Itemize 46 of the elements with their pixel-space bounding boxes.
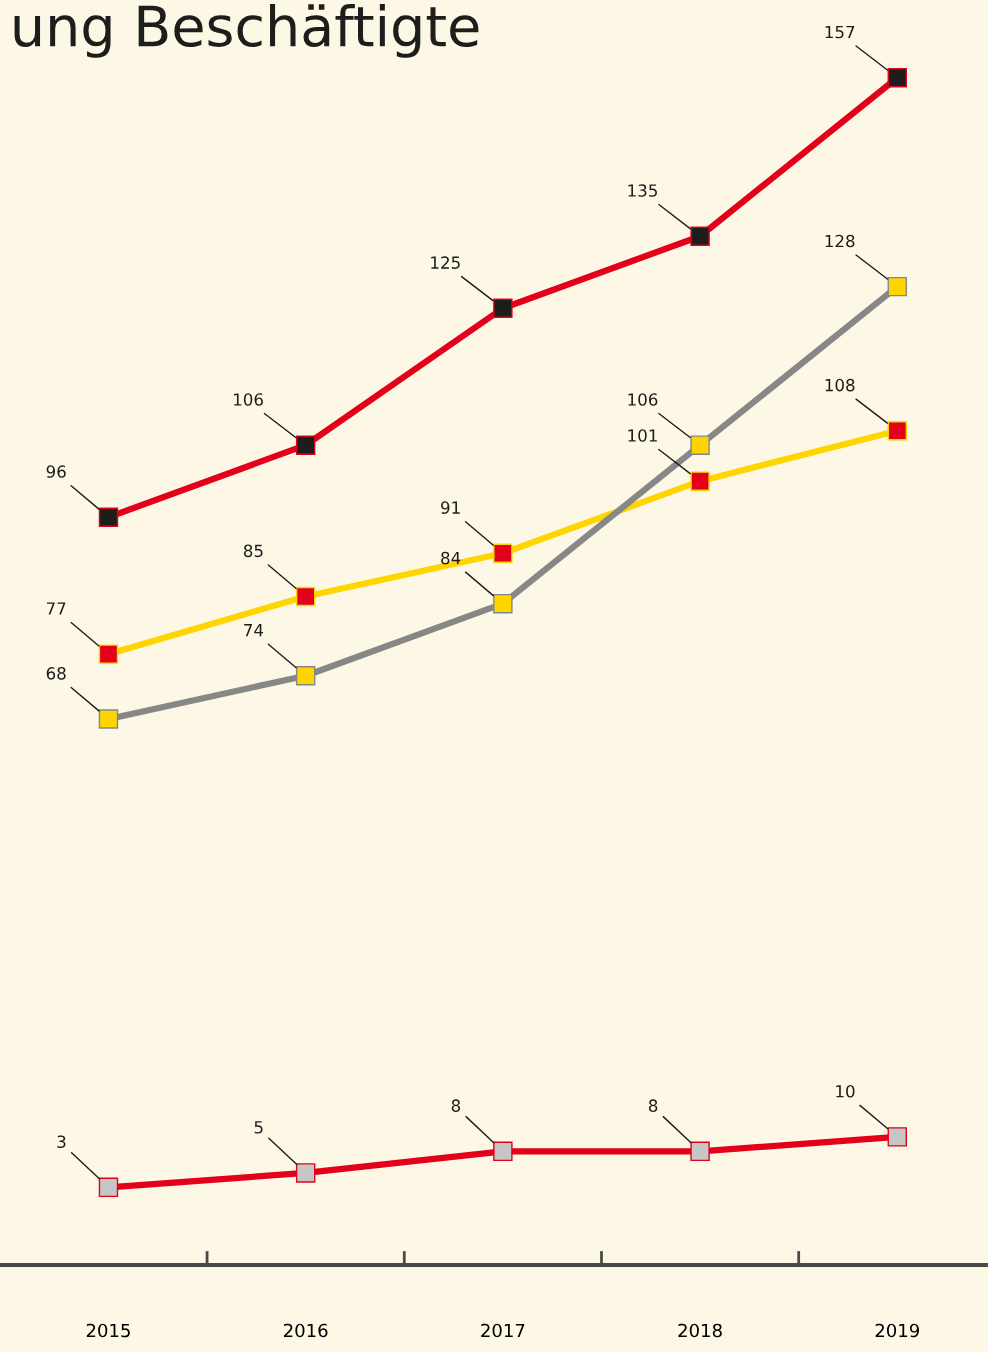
x-tick-label: 2016 <box>284 1323 328 1338</box>
point <box>295 435 316 455</box>
data-label: 91 <box>441 501 460 514</box>
data-label: 84 <box>441 551 461 565</box>
x-tick-label: 2015 <box>86 1323 130 1338</box>
x-tick-label: 2018 <box>678 1323 722 1338</box>
point <box>887 67 908 88</box>
data-label: 101 <box>628 429 657 442</box>
data-label: 68 <box>46 667 66 680</box>
point <box>295 586 316 607</box>
data-label: 128 <box>825 234 855 248</box>
point <box>295 1163 316 1183</box>
data-label: 8 <box>648 1099 658 1112</box>
point <box>98 709 119 729</box>
point <box>887 276 908 297</box>
point <box>887 1127 908 1147</box>
point <box>493 1141 513 1162</box>
x-tick-label: 2019 <box>875 1323 919 1338</box>
data-label: 8 <box>451 1099 461 1112</box>
point <box>690 471 710 491</box>
point <box>690 1141 710 1162</box>
chart-title: ung Beschäftigte <box>14 4 479 58</box>
data-label: 85 <box>243 544 263 558</box>
point <box>98 644 119 664</box>
data-label: 135 <box>628 184 657 197</box>
data-label: 106 <box>234 393 263 406</box>
point <box>887 421 908 441</box>
data-label: 5 <box>254 1121 263 1134</box>
data-label: 157 <box>825 25 855 39</box>
point <box>493 543 513 563</box>
x-tick-label: 2017 <box>481 1323 525 1338</box>
point <box>295 666 316 686</box>
data-label: 108 <box>825 378 855 392</box>
point <box>98 1177 119 1198</box>
data-label: 10 <box>836 1084 855 1098</box>
data-label: 96 <box>46 465 66 478</box>
point <box>98 507 119 527</box>
data-label: 74 <box>244 624 264 637</box>
point <box>690 435 710 455</box>
data-label: 106 <box>628 393 658 406</box>
point <box>690 226 710 246</box>
data-label: 77 <box>46 602 66 615</box>
data-label: 3 <box>57 1135 66 1148</box>
point <box>493 298 513 318</box>
point <box>493 593 513 614</box>
data-label: 125 <box>431 256 460 269</box>
